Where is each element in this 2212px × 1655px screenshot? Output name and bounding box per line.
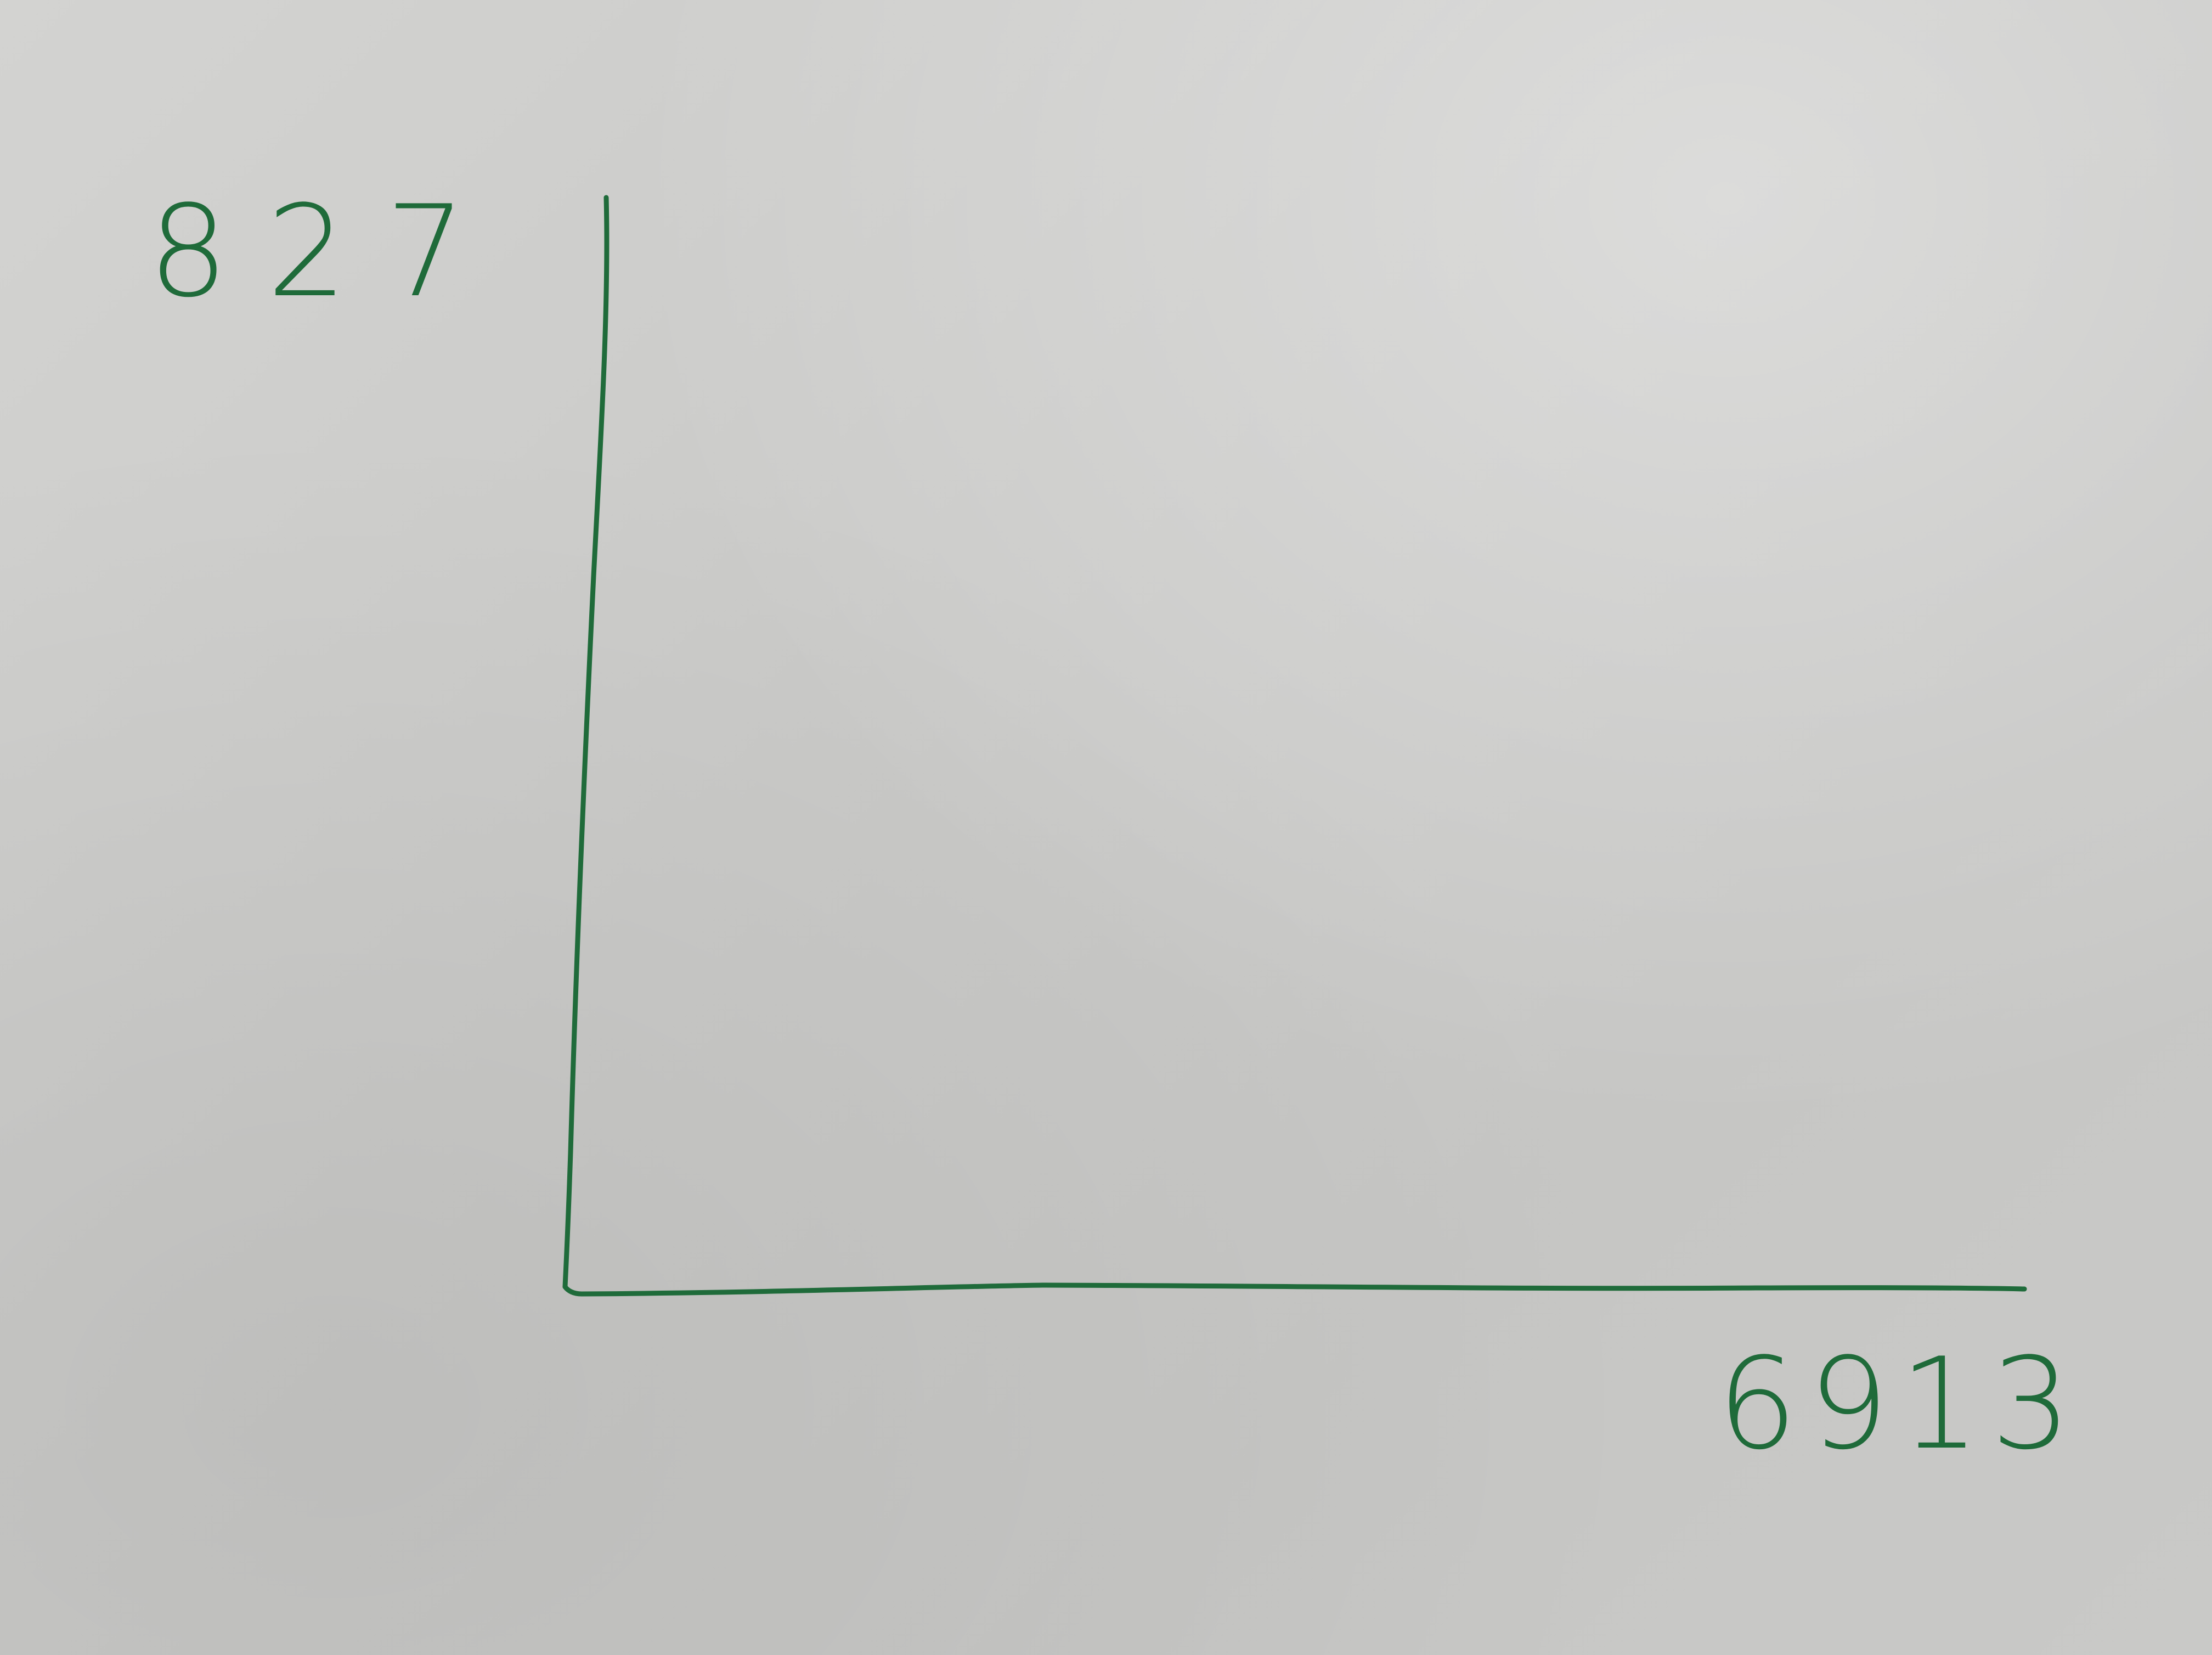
y-axis-line (562, 195, 610, 1290)
x-axis-line (562, 1282, 2027, 1297)
x-axis-label: 6913 (1717, 1331, 2083, 1478)
y-axis-label: 827 (148, 179, 504, 325)
